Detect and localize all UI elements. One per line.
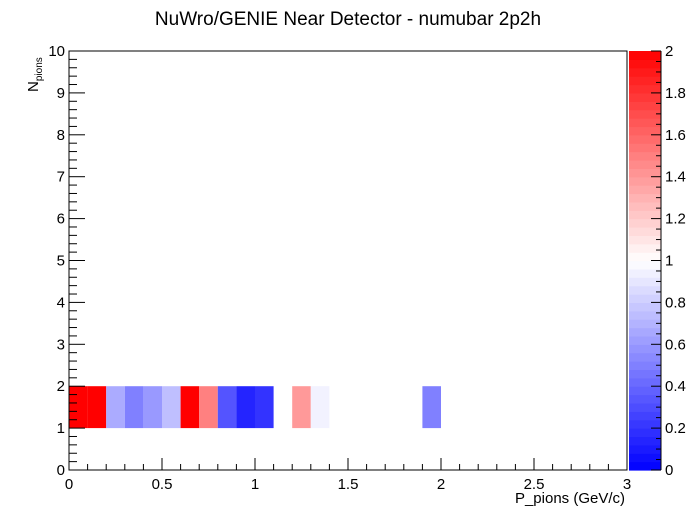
- y-axis-title: Npions: [25, 57, 45, 92]
- colorbar-tick-label: 2: [665, 43, 673, 60]
- colorbar-strip: [629, 261, 661, 270]
- colorbar-strip: [629, 101, 661, 110]
- heatmap-cell: [143, 386, 162, 428]
- colorbar-tick-label: 0: [665, 462, 673, 479]
- y-tick-label: 3: [57, 336, 65, 353]
- colorbar-strip: [629, 328, 661, 337]
- x-axis-title: P_pions (GeV/c): [515, 490, 625, 507]
- colorbar-strip: [629, 369, 661, 378]
- colorbar-strip: [629, 244, 661, 253]
- colorbar-strip: [629, 202, 661, 211]
- y-tick-label: 8: [57, 127, 65, 144]
- colorbar-strip: [629, 462, 661, 471]
- y-tick-label: 10: [48, 43, 65, 60]
- colorbar-strip: [629, 76, 661, 85]
- colorbar-strip: [629, 85, 661, 94]
- heatmap-cell: [218, 386, 237, 428]
- colorbar-strip: [629, 168, 661, 177]
- colorbar-strip: [629, 344, 661, 353]
- heatmap-cell: [422, 386, 441, 428]
- colorbar-tick-label: 0.8: [665, 294, 686, 311]
- svg-text:Npions: Npions: [25, 57, 45, 92]
- colorbar-tick-label: 1.2: [665, 211, 686, 228]
- heatmap-cell: [236, 386, 255, 428]
- colorbar-tick-label: 1.4: [665, 169, 686, 186]
- colorbar-strip: [629, 177, 661, 186]
- colorbar-strip: [629, 353, 661, 362]
- heatmap-cell: [88, 386, 107, 428]
- colorbar-strip: [629, 227, 661, 236]
- heatmap-cell: [69, 386, 88, 428]
- heatmap-cell: [181, 386, 200, 428]
- colorbar-tick-label: 0.2: [665, 420, 686, 437]
- colorbar-strip: [629, 286, 661, 295]
- x-tick-label: 2: [437, 476, 445, 493]
- x-axis: 0 0.5 1 1.5 2 2.5 3: [65, 458, 631, 493]
- heatmap-cell: [162, 386, 181, 428]
- x-tick-label: 0: [65, 476, 73, 493]
- colorbar-strip: [629, 118, 661, 127]
- colorbar-strip: [629, 294, 661, 303]
- colorbar-strip: [629, 436, 661, 445]
- colorbar-strip: [629, 160, 661, 169]
- colorbar-strip: [629, 336, 661, 345]
- colorbar-tick-label: 0.6: [665, 336, 686, 353]
- colorbar-strip: [629, 269, 661, 278]
- heatmap-cell: [311, 386, 330, 428]
- colorbar-strip: [629, 378, 661, 387]
- colorbar-strip: [629, 428, 661, 437]
- heatmap-cell: [199, 386, 218, 428]
- heatmap-cell: [292, 386, 311, 428]
- colorbar-strip: [629, 420, 661, 429]
- colorbar-strip: [629, 135, 661, 144]
- y-axis-title-main: N: [25, 81, 42, 92]
- colorbar-strip: [629, 143, 661, 152]
- colorbar-strip: [629, 51, 661, 60]
- colorbar-strip: [629, 411, 661, 420]
- heatmap-cell: [255, 386, 274, 428]
- colorbar-strip: [629, 252, 661, 261]
- colorbar-tick-label: 1.8: [665, 85, 686, 102]
- y-tick-label: 0: [57, 462, 65, 479]
- colorbar-strip: [629, 210, 661, 219]
- heatmap-cell: [125, 386, 144, 428]
- colorbar-tick-label: 0.4: [665, 378, 686, 395]
- colorbar-strip: [629, 302, 661, 311]
- colorbar-strip: [629, 185, 661, 194]
- x-tick-label: 1: [251, 476, 259, 493]
- y-axis-title-sub: pions: [34, 57, 45, 81]
- colorbar-tick-label: 1.6: [665, 127, 686, 144]
- x-tick-label: 0.5: [152, 476, 173, 493]
- y-tick-label: 6: [57, 211, 65, 228]
- heatmap-cell: [106, 386, 125, 428]
- colorbar-strip: [629, 93, 661, 102]
- y-tick-label: 1: [57, 420, 65, 437]
- colorbar-strip: [629, 395, 661, 404]
- colorbar-strip: [629, 126, 661, 135]
- x-tick-label: 1.5: [338, 476, 359, 493]
- colorbar-strip: [629, 219, 661, 228]
- y-tick-label: 7: [57, 169, 65, 186]
- y-tick-label: 2: [57, 378, 65, 395]
- colorbar-tick-label: 1: [665, 253, 673, 270]
- y-tick-label: 4: [57, 294, 65, 311]
- colorbar-strip: [629, 311, 661, 320]
- heatmap-cells: [69, 386, 441, 428]
- colorbar-strip: [629, 453, 661, 462]
- y-tick-label: 9: [57, 85, 65, 102]
- y-tick-label: 5: [57, 253, 65, 270]
- colorbar-strip: [629, 386, 661, 395]
- chart-title: NuWro/GENIE Near Detector - numubar 2p2h: [155, 9, 541, 30]
- colorbar-strip: [629, 59, 661, 68]
